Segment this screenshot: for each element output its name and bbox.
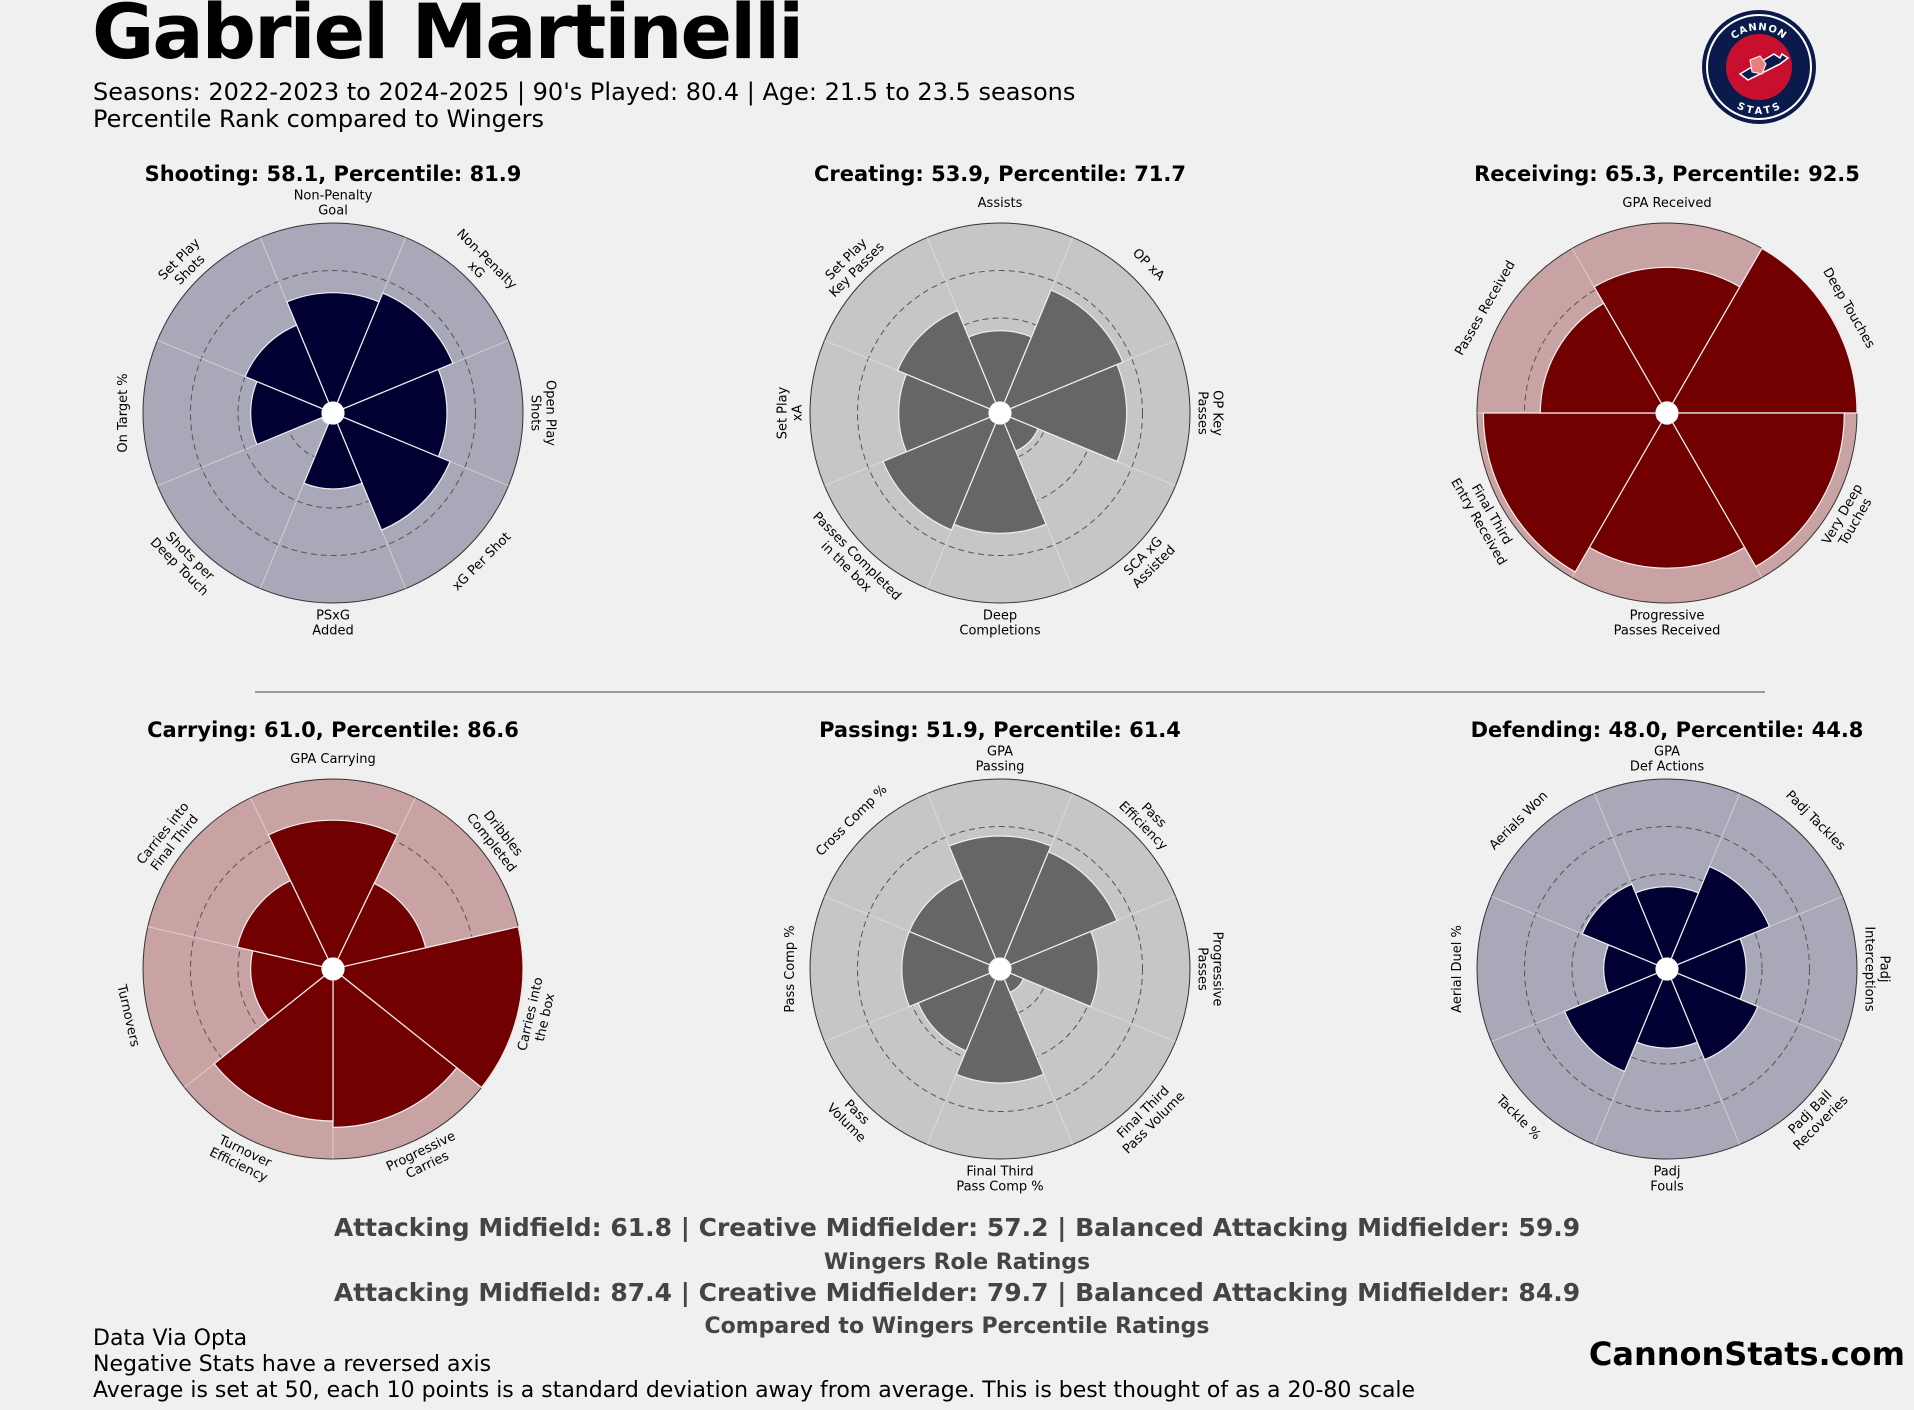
chart-title: Shooting: 58.1, Percentile: 81.9 [145, 162, 522, 186]
axis-label-gpa-passing: GPA Passing [976, 745, 1025, 775]
axis-label-padj-fouls: Padj Fouls [1650, 1165, 1684, 1195]
chart-title: Creating: 53.9, Percentile: 71.7 [814, 162, 1186, 186]
axis-label-padj-interceptions: PadjInterceptions [1862, 926, 1892, 1012]
brand-watermark: CannonStats.com [1588, 1335, 1905, 1373]
radar-chart-2: Creating: 53.9, Percentile: 71.7 Assists O… [776, 162, 1225, 639]
percentile-ratings-caption: Compared to Wingers Percentile Ratings [704, 1314, 1210, 1339]
axis-label-progressive-passes-received: Progressive Passes Received [1614, 609, 1721, 639]
axis-label-set-play-xa: Set PlayxA [776, 386, 806, 439]
axis-label-assists: Assists [978, 196, 1023, 211]
axis-label-op-key-passes: OP KeyPasses [1195, 390, 1225, 436]
axis-label-gpa-received: GPA Received [1622, 196, 1711, 211]
axis-label-op-xa: OP xA [1129, 246, 1167, 284]
footer-negative-note: Negative Stats have a reversed axis [93, 1352, 492, 1377]
axis-label-aerial-duel: Aerial Duel % [1450, 925, 1465, 1013]
comparison-subtitle: Percentile Rank compared to Wingers [93, 105, 544, 133]
grid-ring [1571, 873, 1763, 1065]
axis-label-non-penalty-goal: Non-Penalty Goal [294, 189, 373, 219]
chart-title: Passing: 51.9, Percentile: 61.4 [819, 718, 1181, 742]
radar-chart-5: Passing: 51.9, Percentile: 61.4 GPA Passin… [783, 718, 1225, 1195]
grid-ring [1524, 826, 1810, 1112]
svg-text:STATS: STATS [1735, 101, 1783, 117]
axis-label-psxg-added: PSxG Added [312, 609, 353, 639]
grid-ring [190, 270, 476, 556]
grid-ring [857, 270, 1143, 556]
logo-text-bottom: STATS [1735, 101, 1782, 117]
player-name-title: Gabriel Martinelli [92, 0, 804, 76]
grid-ring [857, 826, 1143, 1112]
seasons-subtitle: Seasons: 2022-2023 to 2024-2025 | 90's P… [93, 78, 1076, 106]
axis-label-deep-completions: Deep Completions [959, 609, 1040, 639]
axis-label-progressive-passes: ProgressivePasses [1195, 932, 1225, 1007]
radar-center [989, 958, 1011, 980]
axis-label-final-third-pass-comp: Final Third Pass Comp % [956, 1165, 1043, 1195]
footer-data-source: Data Via Opta [93, 1326, 248, 1351]
percentile-ratings-line: Attacking Midfield: 87.4 | Creative Midf… [333, 1278, 1581, 1307]
role-ratings-line: Attacking Midfield: 61.8 | Creative Midf… [333, 1213, 1581, 1242]
bar-gpa-carrying [267, 819, 399, 960]
radar-center [1656, 402, 1678, 424]
cannon-stats-logo: CANNON STATS [1702, 10, 1816, 124]
radar-chart-4: Carrying: 61.0, Percentile: 86.6 GPA Carr… [113, 718, 558, 1186]
axis-label-turnovers: Turnovers [113, 982, 142, 1048]
radar-center [322, 402, 344, 424]
axis-label-open-play-shots: Open PlayShots [528, 380, 558, 446]
role-ratings-caption: Wingers Role Ratings [823, 1250, 1091, 1275]
axis-label-on-target: On Target % [116, 373, 131, 452]
radar-chart-6: Defending: 48.0, Percentile: 44.8 GPA Def … [1450, 718, 1892, 1195]
chart-title: Carrying: 61.0, Percentile: 86.6 [147, 718, 519, 742]
radar-center [322, 958, 344, 980]
axis-label-gpa-def-actions: GPA Def Actions [1630, 745, 1704, 775]
chart-title: Defending: 48.0, Percentile: 44.8 [1471, 718, 1864, 742]
chart-title: Receiving: 65.3, Percentile: 92.5 [1474, 162, 1860, 186]
radar-chart-3: Receiving: 65.3, Percentile: 92.5 GPA Rec… [1447, 162, 1877, 639]
axis-label-pass-comp: Pass Comp % [783, 925, 798, 1012]
radar-center [989, 402, 1011, 424]
footer-scale-note: Average is set at 50, each 10 points is … [93, 1378, 1416, 1403]
radar-center [1656, 958, 1678, 980]
radar-chart-1: Shooting: 58.1, Percentile: 81.9 Non-Pena… [116, 162, 558, 639]
axis-label-gpa-carrying: GPA Carrying [290, 752, 375, 767]
